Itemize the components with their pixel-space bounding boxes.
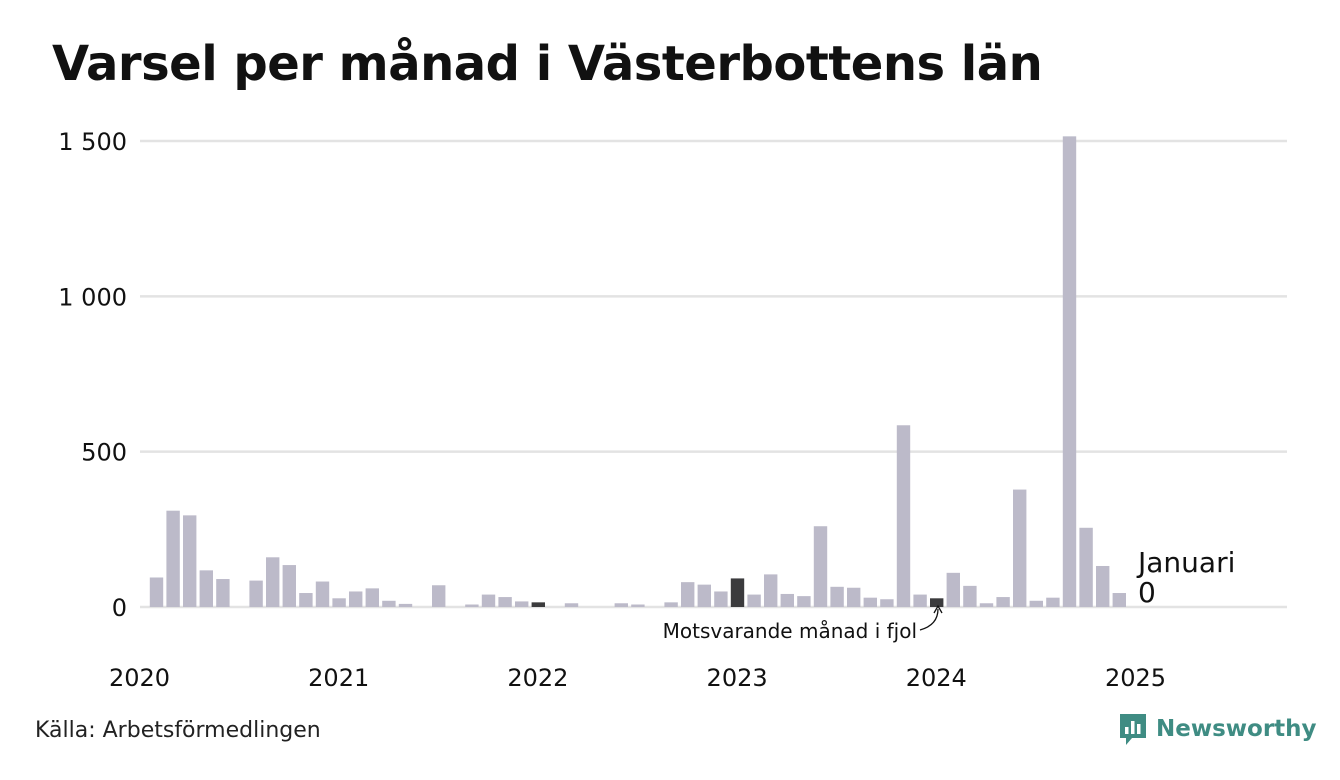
bar-2024-01 — [946, 572, 960, 607]
source-note: Källa: Arbetsförmedlingen — [35, 718, 321, 743]
gridlines — [140, 139, 1287, 609]
bar-2020-10 — [299, 593, 313, 607]
bar-2022-06 — [631, 604, 645, 607]
bar-2024-04 — [996, 597, 1010, 607]
bar-2023-05 — [813, 526, 828, 607]
bar-2021-06 — [432, 585, 446, 607]
x-tick-label: 2021 — [308, 664, 369, 692]
bar-2023-01 — [747, 594, 761, 607]
bar-2023-02 — [764, 574, 778, 607]
bar-2023-08 — [863, 597, 877, 607]
bar-2022-05 — [614, 603, 628, 607]
x-tick-label: 2023 — [707, 664, 768, 692]
bar-2024-03 — [979, 603, 994, 607]
bar-2021-11 — [515, 601, 529, 607]
chart-title: Varsel per månad i Västerbottens län — [52, 36, 1043, 92]
bar-2020-01 — [149, 577, 164, 607]
bar-2021-02 — [365, 588, 379, 607]
previous-year-arrow — [919, 608, 939, 631]
bar-2024-11 — [1112, 593, 1126, 607]
bar-2021-12 — [531, 602, 545, 607]
bar-2021-03 — [382, 600, 396, 607]
bar-2020-03 — [183, 515, 197, 607]
bar-2023-07 — [847, 587, 861, 607]
bar-2023-09 — [880, 599, 894, 607]
brand-name: Newsworthy — [1156, 716, 1317, 742]
bar-2023-11 — [913, 594, 927, 607]
bar-2022-02 — [564, 603, 579, 607]
bar-2020-09 — [282, 565, 296, 607]
bars — [149, 136, 1126, 607]
bar-2020-07 — [249, 580, 263, 607]
brand-logo: Newsworthy — [1118, 712, 1317, 746]
bar-2022-08 — [664, 602, 678, 607]
bar-2020-11 — [315, 581, 330, 607]
x-axis-tick-labels: 2020 2021 2022 2023 2024 2025 — [109, 664, 1166, 692]
y-axis-tick-labels: 0 500 1 000 1 500 — [58, 128, 127, 622]
y-tick-label: 0 — [112, 594, 127, 622]
x-tick-label: 2022 — [507, 664, 568, 692]
previous-year-annotation: Motsvarande månad i fjol — [663, 619, 917, 643]
bar-2021-10 — [498, 597, 512, 607]
bar-2023-04 — [797, 596, 811, 607]
y-tick-label: 500 — [81, 439, 127, 467]
y-tick-label: 1 000 — [58, 283, 127, 311]
arrowhead-icon — [933, 604, 943, 614]
bar-2023-12 — [930, 598, 944, 607]
bar-2020-04 — [199, 570, 213, 607]
bar-2024-08 — [1062, 136, 1077, 607]
bar-2024-09 — [1079, 527, 1093, 607]
x-tick-label: 2020 — [109, 664, 170, 692]
bar-2020-12 — [332, 598, 346, 607]
latest-month-label: Januari — [1136, 546, 1235, 579]
bar-2023-06 — [830, 586, 844, 607]
x-tick-label: 2025 — [1105, 664, 1166, 692]
bar-2022-10 — [697, 584, 711, 607]
bar-2021-08 — [465, 604, 479, 607]
annotations: Januari 0 Motsvarande månad i fjol — [663, 546, 1236, 643]
bar-2024-05 — [1013, 489, 1027, 607]
bar-2021-01 — [349, 591, 363, 607]
bar-2024-07 — [1046, 597, 1060, 607]
bar-2024-02 — [963, 585, 977, 607]
bar-2020-05 — [216, 579, 230, 607]
bar-2020-08 — [266, 557, 280, 607]
bar-2021-04 — [398, 603, 413, 607]
bar-2021-09 — [481, 594, 496, 607]
bar-2020-02 — [166, 510, 180, 607]
bar-2024-10 — [1096, 565, 1110, 607]
bar-2024-06 — [1029, 600, 1043, 607]
latest-month-value: 0 — [1138, 576, 1156, 609]
bar-chart-speech-bubble-icon — [1120, 714, 1146, 745]
y-tick-label: 1 500 — [58, 128, 127, 156]
bar-2022-11 — [714, 591, 728, 607]
bar-2022-09 — [681, 582, 695, 607]
bar-2023-03 — [780, 593, 794, 607]
bar-2022-12 — [730, 578, 745, 607]
x-tick-label: 2024 — [906, 664, 967, 692]
bar-2023-10 — [896, 425, 911, 607]
